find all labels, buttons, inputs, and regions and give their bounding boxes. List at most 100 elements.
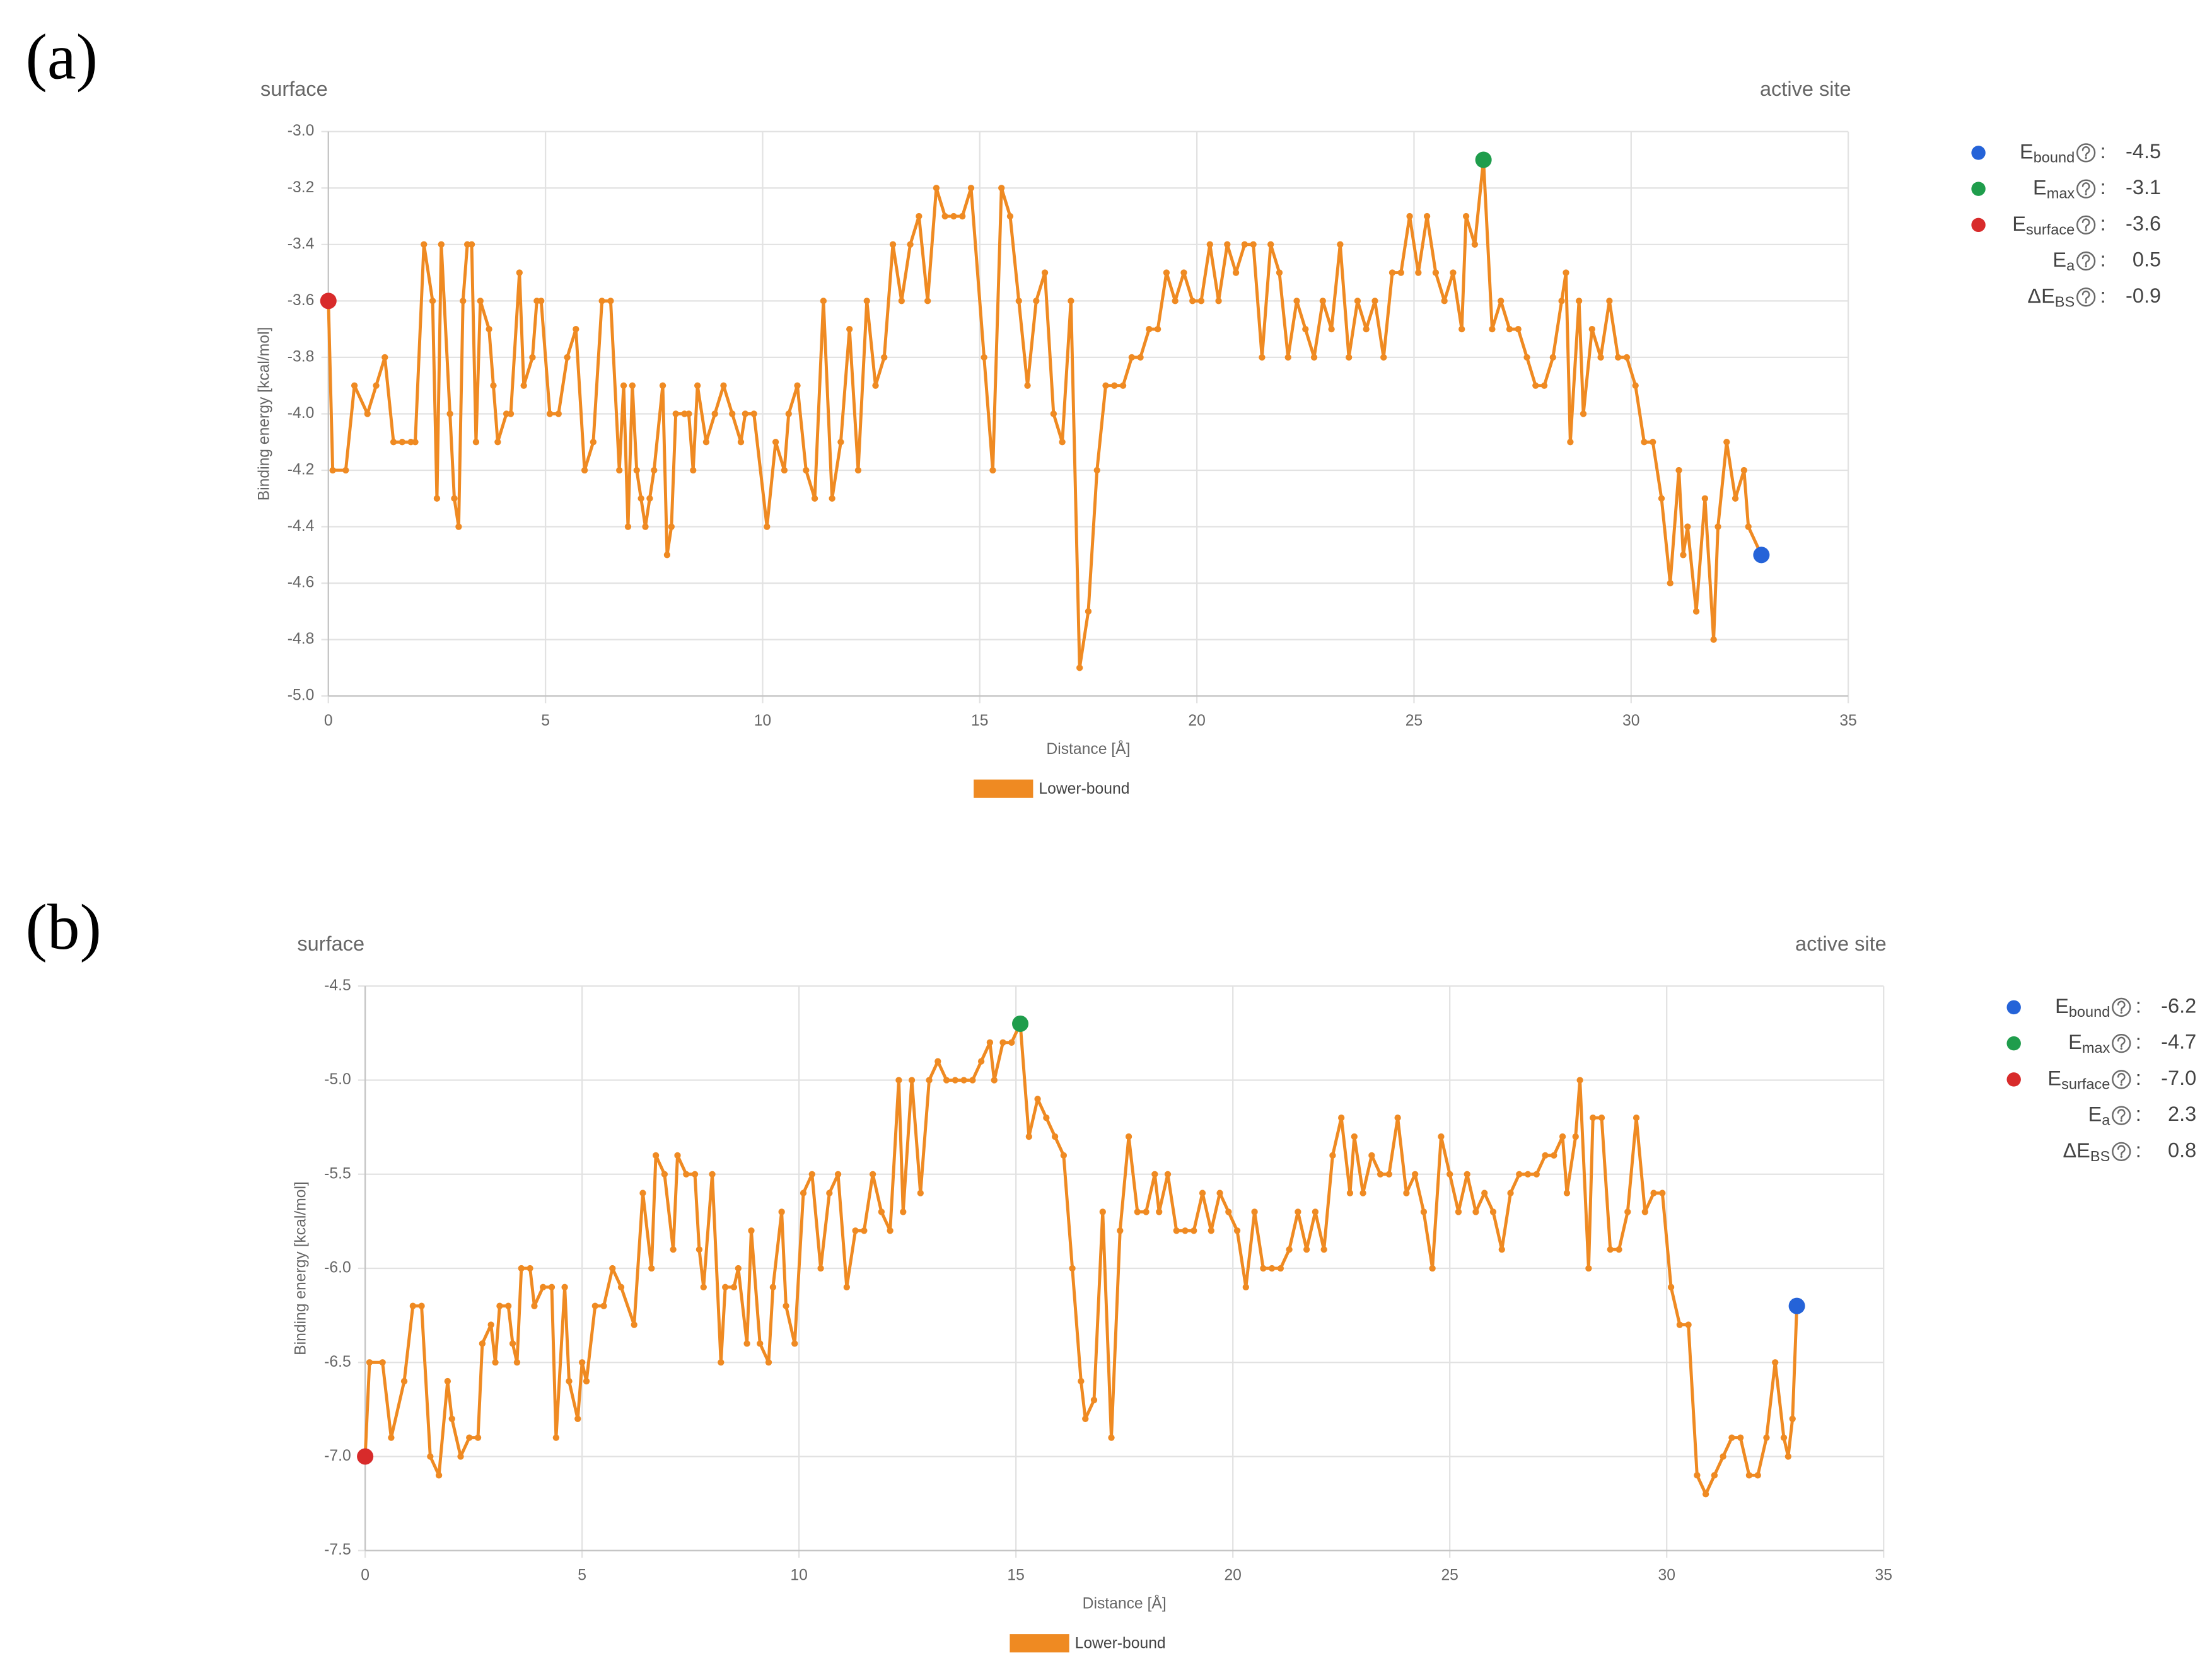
x-tick-label: 30 bbox=[1622, 712, 1639, 729]
data-point bbox=[564, 354, 571, 361]
stat-subscript: bound bbox=[2034, 149, 2075, 166]
data-point bbox=[486, 325, 492, 333]
data-point bbox=[1784, 1453, 1792, 1460]
data-point bbox=[1680, 552, 1687, 559]
data-point bbox=[668, 523, 675, 530]
data-point bbox=[1006, 212, 1014, 220]
data-point bbox=[898, 298, 905, 304]
data-point bbox=[1441, 298, 1448, 304]
data-point bbox=[400, 1377, 408, 1385]
data-point bbox=[466, 1434, 473, 1441]
data-point bbox=[1588, 325, 1595, 333]
data-point bbox=[729, 410, 736, 417]
y-tick-label: -4.5 bbox=[324, 977, 351, 994]
stat-dot bbox=[2006, 1036, 2021, 1051]
x-tick-label: 0 bbox=[361, 1567, 370, 1584]
data-point bbox=[574, 1415, 581, 1422]
help-icon-mark bbox=[2081, 146, 2090, 157]
data-point bbox=[1206, 241, 1213, 248]
stat-symbol: E bbox=[2068, 1031, 2082, 1053]
data-point bbox=[529, 354, 536, 361]
data-point bbox=[1363, 325, 1370, 333]
data-point bbox=[1438, 1133, 1445, 1140]
data-point bbox=[1310, 354, 1318, 361]
data-point bbox=[735, 1265, 742, 1272]
data-point bbox=[1650, 439, 1656, 446]
help-icon bbox=[2076, 287, 2096, 307]
y-tick-label: -4.4 bbox=[288, 518, 315, 535]
data-point bbox=[757, 1340, 764, 1347]
data-point bbox=[750, 410, 757, 417]
data-point bbox=[642, 523, 649, 530]
data-point bbox=[648, 1265, 655, 1272]
data-point bbox=[639, 1190, 646, 1196]
x-tick-label: 10 bbox=[790, 1567, 807, 1584]
data-point bbox=[1008, 1039, 1015, 1046]
data-line bbox=[363, 1022, 1799, 1496]
stat-name: Ea bbox=[2052, 248, 2075, 274]
stat-dot bbox=[2006, 1000, 2021, 1015]
data-point bbox=[520, 382, 527, 389]
data-point bbox=[683, 1171, 690, 1178]
data-point bbox=[1598, 1115, 1605, 1121]
data-point bbox=[652, 1152, 660, 1159]
help-icon bbox=[2112, 1070, 2131, 1089]
data-point bbox=[451, 495, 458, 502]
data-point bbox=[1676, 1321, 1684, 1328]
data-point bbox=[1403, 1190, 1410, 1196]
data-point bbox=[1624, 1208, 1631, 1215]
y-tick-label: -3.8 bbox=[288, 348, 315, 365]
data-point bbox=[1558, 298, 1565, 304]
data-point bbox=[1320, 1246, 1327, 1253]
data-point bbox=[1702, 1491, 1709, 1498]
data-point bbox=[1302, 325, 1309, 333]
data-point bbox=[427, 1453, 434, 1460]
stat-subscript: bound bbox=[2069, 1004, 2110, 1020]
data-point bbox=[1125, 1133, 1132, 1140]
stat-subscript: a bbox=[2066, 257, 2075, 274]
data-point bbox=[1711, 1472, 1718, 1479]
data-point bbox=[700, 1283, 707, 1291]
legend-swatch bbox=[1010, 1634, 1069, 1653]
y-tick-label: -7.0 bbox=[324, 1447, 351, 1464]
data-point bbox=[1117, 1227, 1124, 1234]
data-point bbox=[1641, 439, 1648, 446]
data-point bbox=[1154, 325, 1161, 333]
data-point bbox=[1447, 1171, 1453, 1178]
data-point bbox=[1059, 439, 1066, 446]
data-point bbox=[598, 298, 605, 304]
data-point bbox=[863, 298, 870, 304]
data-point bbox=[507, 410, 515, 417]
data-point bbox=[620, 382, 627, 389]
data-point bbox=[1108, 1434, 1115, 1441]
stat-separator: : bbox=[2100, 284, 2106, 307]
y-tick-label: -5.0 bbox=[288, 687, 315, 704]
help-icon-dot bbox=[2085, 229, 2087, 231]
data-point bbox=[1099, 1208, 1106, 1215]
stat-value: -4.7 bbox=[2161, 1031, 2196, 1053]
stat-dot bbox=[1971, 146, 1986, 160]
x-tick-label: 30 bbox=[1658, 1567, 1675, 1584]
stat-separator: : bbox=[2136, 1138, 2141, 1161]
data-point bbox=[1563, 269, 1569, 276]
data-point bbox=[460, 298, 467, 304]
data-point bbox=[926, 1077, 933, 1084]
x-tick-label: 25 bbox=[1441, 1567, 1458, 1584]
stat-symbol: E bbox=[2088, 1103, 2102, 1125]
data-point bbox=[907, 241, 914, 248]
data-point bbox=[1346, 1190, 1354, 1196]
data-point bbox=[373, 382, 380, 389]
data-point bbox=[743, 1340, 750, 1347]
stat-separator: : bbox=[2136, 1067, 2141, 1089]
help-icon-mark bbox=[2081, 254, 2090, 265]
data-point bbox=[1732, 495, 1739, 502]
data-point bbox=[803, 466, 810, 474]
data-point bbox=[1024, 382, 1031, 389]
data-point bbox=[1180, 269, 1187, 276]
left-note: surface bbox=[260, 78, 328, 100]
data-point bbox=[538, 298, 545, 304]
help-icon-mark bbox=[2117, 1036, 2126, 1048]
data-point bbox=[852, 1227, 859, 1234]
help-icon-dot bbox=[2085, 301, 2087, 304]
data-point bbox=[941, 212, 948, 220]
